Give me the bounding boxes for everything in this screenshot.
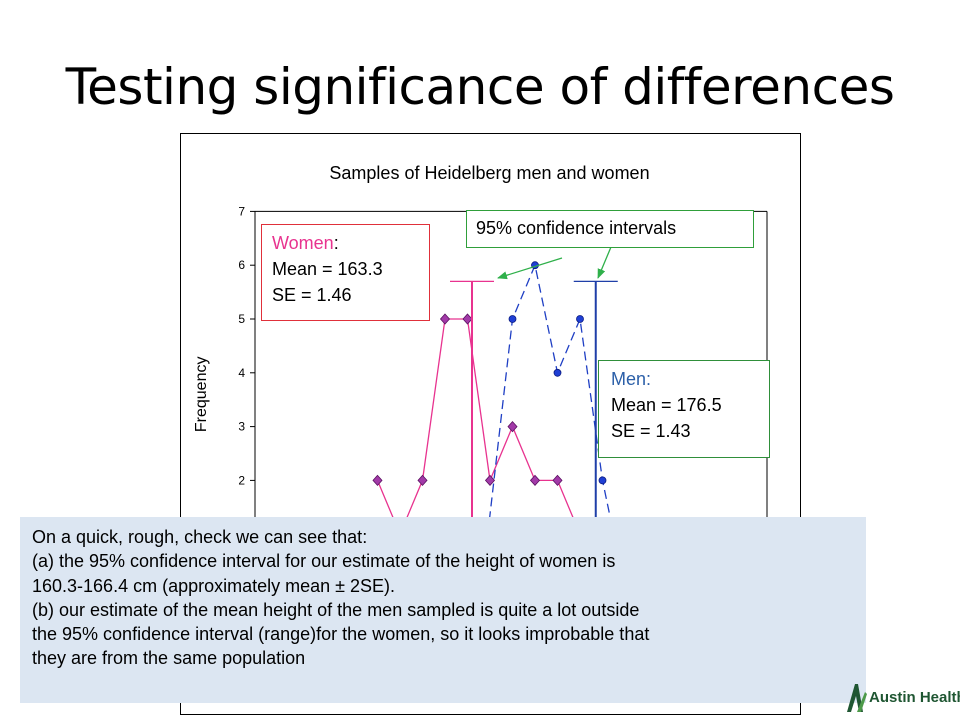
- austin-health-logo-text: Austin Health: [869, 689, 960, 706]
- y-tick-label: 7: [238, 204, 245, 218]
- men-stats-box: Men: Mean = 176.5 SE = 1.43: [598, 360, 770, 458]
- data-point-women: [439, 313, 451, 325]
- ci-label-box: 95% confidence intervals: [466, 210, 754, 248]
- data-point-women: [462, 313, 473, 325]
- note-line: On a quick, rough, check we can see that…: [32, 527, 368, 547]
- series-line-women: [376, 318, 581, 536]
- note-line: (b) our estimate of the mean height of t…: [32, 599, 640, 620]
- y-tick-label: 5: [238, 312, 245, 326]
- note-line: 160.3-166.4 cm (approximately mean ± 2SE…: [32, 575, 396, 596]
- ci-arrow-women: [497, 257, 563, 280]
- data-point-women: [484, 474, 496, 486]
- data-point-women: [529, 474, 541, 486]
- data-point-men: [598, 476, 607, 485]
- data-point-women: [507, 421, 518, 433]
- men-label: Men:: [611, 369, 652, 389]
- men-mean: Mean = 176.5: [611, 395, 722, 415]
- y-tick-label: 4: [238, 366, 245, 380]
- y-tick-label: 6: [238, 258, 245, 272]
- austin-health-logo-icon: [847, 684, 867, 712]
- data-point-women: [552, 474, 563, 486]
- austin-health-logo: Austin Health: [843, 676, 960, 720]
- women-label: Women: [272, 233, 334, 253]
- y-tick-label: 3: [238, 420, 245, 434]
- y-axis-label: Frequency: [193, 357, 210, 433]
- slide-title: Testing significance of differences: [65, 58, 895, 116]
- note-line: they are from the same population: [32, 648, 306, 669]
- data-point-men: [553, 368, 562, 377]
- data-point-men: [508, 315, 517, 323]
- note-line: the 95% confidence interval (range)for t…: [32, 624, 650, 645]
- ci-arrow-men: [597, 246, 612, 279]
- data-point-women: [417, 474, 428, 486]
- chart-title: Samples of Heidelberg men and women: [329, 163, 650, 183]
- women-stats-box: Women: Mean = 163.3 SE = 1.46: [261, 224, 430, 321]
- data-point-women: [372, 474, 383, 486]
- women-mean: Mean = 163.3: [272, 259, 383, 279]
- data-point-men: [576, 315, 584, 323]
- note-box: On a quick, rough, check we can see that…: [20, 517, 866, 703]
- women-label-colon: :: [333, 233, 339, 253]
- y-tick-label: 2: [238, 473, 245, 487]
- men-se: SE = 1.43: [611, 421, 691, 441]
- women-se: SE = 1.46: [272, 285, 352, 305]
- note-line: (a) the 95% confidence interval for our …: [32, 551, 616, 572]
